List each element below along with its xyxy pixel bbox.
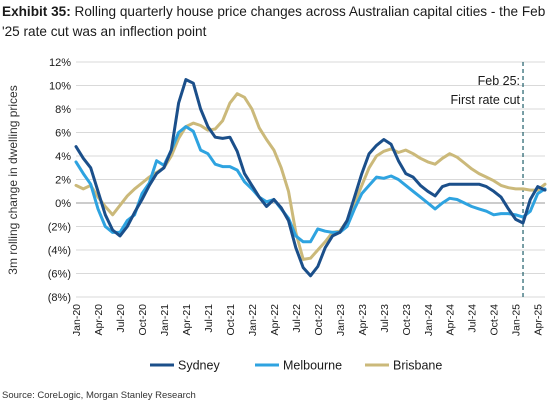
series-line-brisbane [74,92,547,261]
series-lines [74,78,547,278]
rate-cut-annotation: Feb 25: First rate cut [451,62,524,297]
x-tick-label: Apr-25 [533,304,545,336]
series-line-melbourne [74,125,547,244]
y-tick-label: 8% [55,104,71,116]
x-tick-label: Apr-21 [181,304,193,336]
legend: Sydney Melbourne Brisbane [150,359,442,373]
x-tick-label: Oct-20 [137,304,149,336]
x-tick-label: Apr-20 [93,304,105,336]
y-tick-label: 10% [49,81,71,93]
x-tick-label: Jan-21 [159,304,171,336]
y-tick-label: (2%) [48,222,71,234]
exhibit-label: Exhibit 35: [2,4,71,19]
x-tick-label: Oct-23 [401,304,413,336]
x-tick-label: Jul-23 [379,304,391,333]
x-tick-label: Oct-22 [313,304,325,336]
x-tick-label: Jan-24 [423,304,435,336]
title-text: Rolling quarterly house price changes ac… [2,4,546,39]
x-tick-label: Oct-21 [225,304,237,336]
x-tick-label: Jan-25 [511,304,523,336]
x-tick-label: Jul-20 [115,304,127,333]
figure-title: Exhibit 35: Rolling quarterly house pric… [2,2,548,42]
legend-label-brisbane: Brisbane [393,359,442,373]
y-tick-label: (6%) [48,269,71,281]
y-tick-label: 4% [55,151,71,163]
y-tick-label: 6% [55,128,71,140]
x-tick-labels: Jan-20 Apr-20 Jul-20 Oct-20 Jan-21 Apr-21 Jul-… [71,304,545,336]
x-tick-label: Jan-20 [71,304,83,336]
x-tick-label: Apr-24 [445,304,457,336]
y-tick-label: (8%) [48,292,71,304]
y-tick-label: (4%) [48,245,71,257]
line-chart: (8%) (6%) (4%) (2%) 0% 2% 4% 6% 8% 10% 12% Jan-20 A… [6,57,547,373]
annotation-line-1: Feb 25: [478,74,520,88]
x-tick-label: Jul-21 [203,304,215,333]
y-tick-label: 0% [55,198,71,210]
y-tick-labels: (8%) (6%) (4%) (2%) 0% 2% 4% 6% 8% 10% 12% [48,57,71,304]
y-axis-label: 3m rolling change in dwelling prices [6,85,20,274]
x-tick-label: Jan-23 [335,304,347,336]
x-tick-label: Apr-22 [269,304,281,336]
x-tick-label: Jul-24 [467,304,479,333]
y-tick-label: 12% [49,57,71,69]
x-tick-label: Apr-23 [357,304,369,336]
series-line-sydney [74,78,547,278]
x-tick-label: Jan-22 [247,304,259,336]
source-note: Source: CoreLogic, Morgan Stanley Resear… [2,390,196,401]
legend-label-sydney: Sydney [178,359,220,373]
legend-label-melbourne: Melbourne [283,359,342,373]
y-tick-label: 2% [55,175,71,187]
annotation-line-2: First rate cut [451,93,521,107]
x-tick-label: Oct-24 [489,304,501,336]
x-tick-label: Jul-22 [291,304,303,333]
